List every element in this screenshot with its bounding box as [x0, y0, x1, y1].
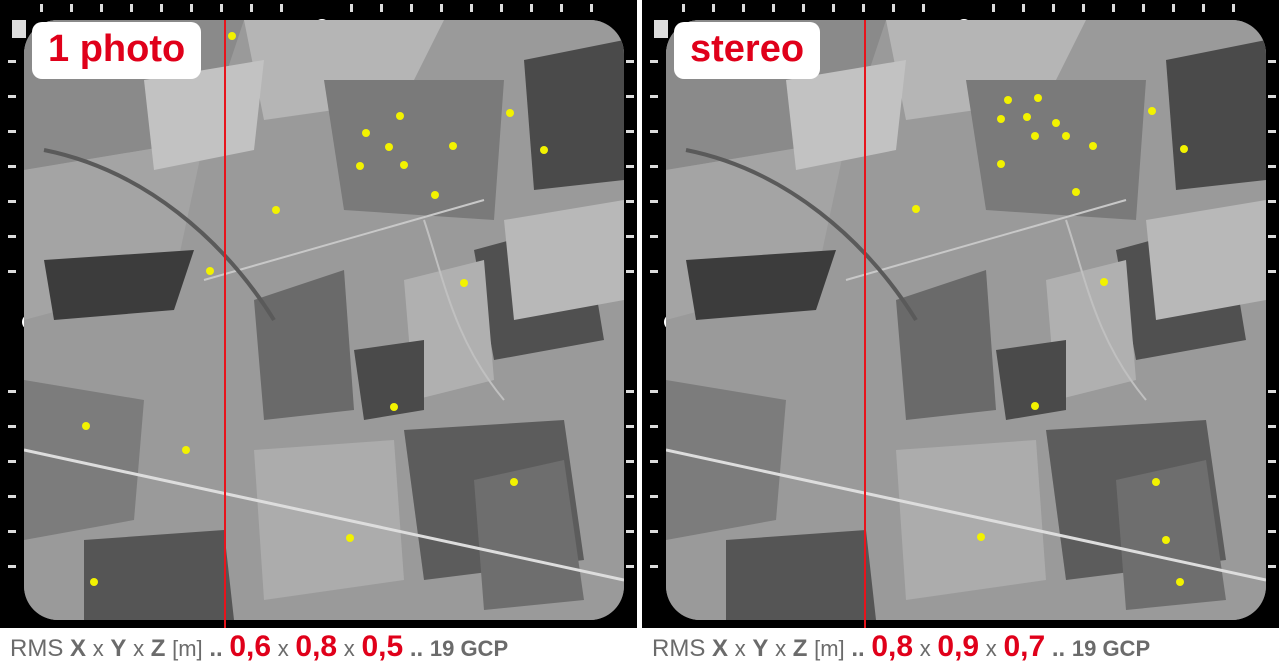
gcp-count: 19 GCP	[1071, 636, 1151, 661]
unit-label: [m]	[814, 636, 845, 661]
separator: ..	[1051, 635, 1066, 662]
y-letter: Y	[110, 635, 127, 662]
unit-label: [m]	[172, 636, 203, 661]
rms-prefix: RMS	[10, 635, 64, 662]
times-sign: x	[92, 636, 104, 661]
rms-x-value: 0,6	[229, 630, 272, 663]
times-sign: x	[343, 636, 355, 661]
rms-z-value: 0,5	[361, 630, 404, 663]
rms-prefix: RMS	[652, 635, 706, 662]
gcp-count: 19 GCP	[429, 636, 509, 661]
times-sign: x	[775, 636, 787, 661]
z-letter: Z	[150, 635, 166, 662]
red-vertical-line	[864, 20, 866, 628]
z-letter: Z	[792, 635, 808, 662]
rms-x-value: 0,8	[871, 630, 914, 663]
separator: ..	[851, 635, 865, 662]
panel-label: 1 photo	[32, 22, 202, 79]
x-letter: X	[70, 635, 87, 662]
aerial-photo	[24, 20, 624, 620]
rms-y-value: 0,9	[937, 630, 980, 663]
panel-label: stereo	[674, 22, 821, 79]
aerial-photo	[666, 20, 1266, 620]
rms-z-value: 0,7	[1003, 630, 1046, 663]
y-letter: Y	[752, 635, 769, 662]
red-vertical-line	[224, 20, 226, 628]
aerial-photo-panel-stereo: stereo	[642, 0, 1279, 628]
times-sign: x	[919, 636, 931, 661]
times-sign: x	[133, 636, 145, 661]
rms-caption-right: RMS X x Y x Z [m] .. 0,8 x 0,9 x 0,7 .. …	[652, 630, 1150, 663]
aerial-photo-panel-1-photo: 1 photo	[0, 0, 637, 628]
rms-y-value: 0,8	[295, 630, 338, 663]
separator: ..	[409, 635, 424, 662]
x-letter: X	[712, 635, 729, 662]
times-sign: x	[985, 636, 997, 661]
times-sign: x	[734, 636, 746, 661]
rms-caption-left: RMS X x Y x Z [m] .. 0,6 x 0,8 x 0,5 .. …	[10, 630, 508, 663]
times-sign: x	[277, 636, 289, 661]
separator: ..	[209, 635, 223, 662]
